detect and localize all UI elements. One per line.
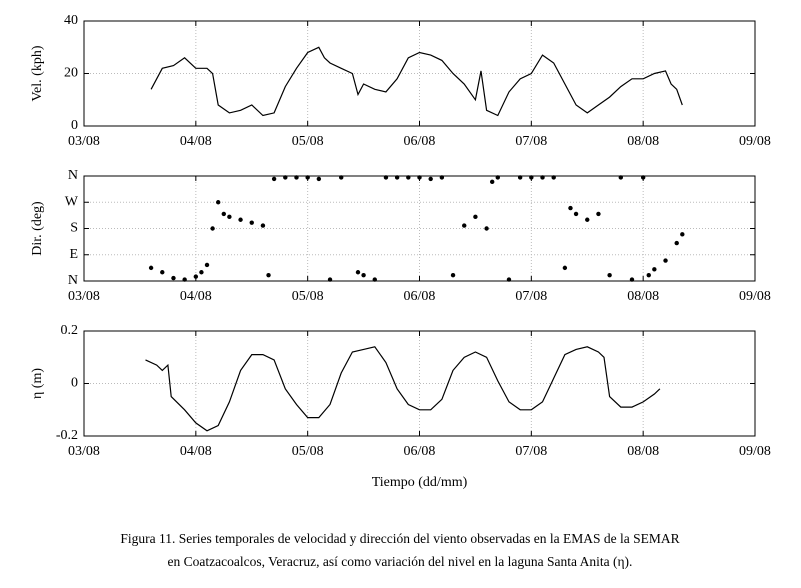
plot-frame [83, 330, 756, 437]
y-tick-label: E [69, 247, 78, 262]
y-tick-label: 40 [64, 13, 78, 28]
x-tick-label: 05/08 [292, 444, 324, 459]
data-point [540, 175, 545, 180]
y-axis-label: Vel. (kph) [30, 45, 45, 101]
data-line [150, 46, 683, 117]
x-tick-label: 06/08 [404, 289, 436, 304]
x-tick-label: 09/08 [739, 289, 771, 304]
data-point [462, 223, 467, 228]
data-point [327, 277, 333, 282]
x-tick-label: 05/08 [292, 134, 324, 149]
data-point [294, 175, 299, 180]
data-point [674, 240, 679, 246]
data-point [484, 226, 489, 231]
data-point [562, 265, 568, 271]
y-tick-label: 0.2 [61, 323, 79, 338]
y-tick-label: N [68, 273, 78, 288]
data-point [216, 200, 221, 205]
x-tick-label: 04/08 [180, 134, 212, 149]
y-tick-label: N [68, 168, 78, 183]
data-point [204, 262, 210, 268]
data-point [260, 223, 266, 228]
data-point [249, 220, 254, 225]
x-tick-label: 05/08 [292, 289, 324, 304]
x-tick-label: 08/08 [627, 289, 659, 304]
data-point [227, 214, 232, 220]
x-tick-label: 06/08 [404, 444, 436, 459]
data-point [210, 226, 215, 231]
data-point [193, 274, 199, 279]
data-point [305, 175, 310, 180]
data-point [596, 211, 601, 217]
y-tick-label: -0.2 [56, 428, 78, 443]
data-point [171, 275, 176, 281]
data-point [663, 258, 668, 263]
data-point [238, 217, 243, 222]
data-line [145, 346, 661, 432]
y-tick-label: 20 [64, 66, 78, 81]
data-point [529, 175, 534, 180]
y-tick-label: S [70, 221, 78, 236]
data-point [148, 265, 154, 271]
x-tick-label: 07/08 [515, 134, 547, 149]
data-point [394, 175, 400, 180]
data-point [517, 175, 523, 180]
data-point [652, 267, 657, 272]
data-point [372, 277, 377, 282]
data-point [439, 175, 445, 180]
data-point [607, 272, 612, 278]
x-tick-label: 04/08 [180, 444, 212, 459]
y-axis-label: Dir. (deg) [30, 201, 45, 256]
x-tick-label: 07/08 [515, 289, 547, 304]
x-tick-label: 06/08 [404, 134, 436, 149]
data-point [618, 175, 623, 180]
data-point [506, 277, 512, 282]
data-point [199, 270, 204, 275]
data-point [283, 175, 288, 180]
data-point [339, 175, 344, 180]
data-point [585, 217, 590, 222]
data-point [355, 270, 361, 275]
y-tick-label: 0 [71, 376, 78, 391]
x-tick-label: 09/08 [739, 134, 771, 149]
data-point [266, 272, 271, 278]
data-point [680, 232, 685, 237]
data-point [473, 214, 478, 220]
x-tick-label: 07/08 [515, 444, 547, 459]
x-tick-label: 03/08 [68, 444, 100, 459]
data-point [428, 176, 433, 182]
data-point [361, 272, 366, 278]
data-point [383, 175, 389, 180]
x-tick-label: 03/08 [68, 134, 100, 149]
x-tick-label: 08/08 [627, 134, 659, 149]
data-point [489, 179, 495, 185]
x-tick-label: 03/08 [68, 289, 100, 304]
y-tick-label: 0 [71, 118, 78, 133]
data-point [573, 211, 579, 217]
data-point [495, 175, 500, 180]
data-point [450, 272, 456, 278]
plot-frame [83, 20, 756, 127]
y-axis-label: η (m) [30, 368, 45, 399]
data-point [182, 277, 187, 282]
caption-line: en Coatzacoalcos, Veracruz, así como var… [168, 554, 633, 569]
data-point [646, 272, 651, 278]
data-point [406, 175, 411, 180]
data-point [271, 176, 277, 182]
x-tick-label: 04/08 [180, 289, 212, 304]
x-tick-label: 08/08 [627, 444, 659, 459]
data-point [568, 205, 573, 211]
data-point [629, 277, 635, 282]
y-tick-label: W [65, 194, 79, 209]
data-point [551, 175, 556, 180]
x-tick-label: 09/08 [739, 444, 771, 459]
data-point [221, 211, 226, 217]
data-point [640, 175, 646, 180]
x-axis-label: Tiempo (dd/mm) [372, 475, 468, 490]
data-point [316, 176, 322, 182]
data-point [417, 175, 422, 180]
caption-line: Figura 11. Series temporales de velocida… [120, 531, 679, 546]
data-point [160, 270, 165, 275]
